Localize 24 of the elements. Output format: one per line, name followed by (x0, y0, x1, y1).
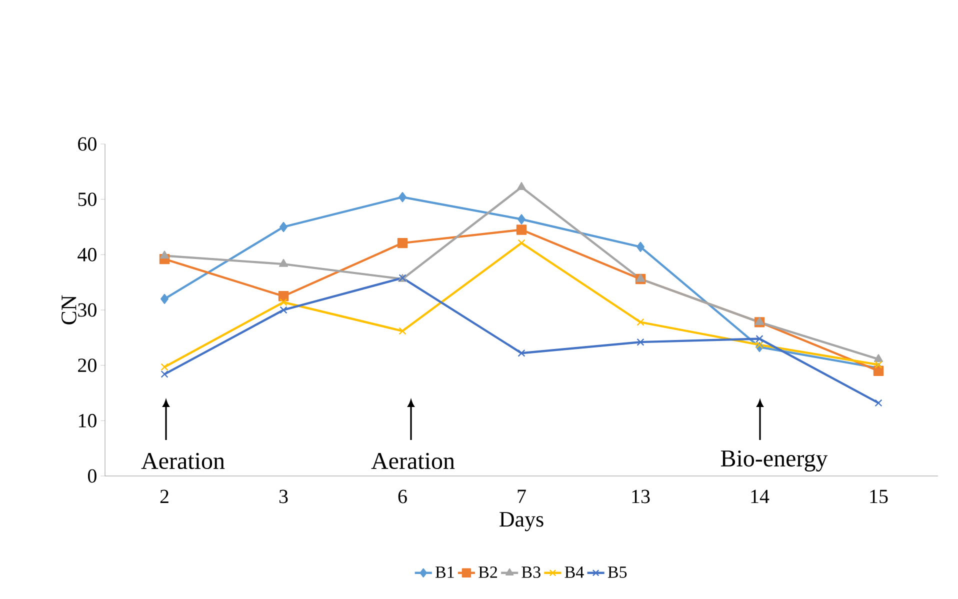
legend-label: B1 (435, 566, 454, 578)
x-tick-label: 3 (279, 490, 288, 504)
y-tick-label: 10 (78, 414, 96, 428)
annotation: Aeration (141, 452, 225, 470)
y-tick-label: 20 (78, 358, 96, 372)
x-axis-title: Days (500, 512, 544, 532)
annotation: Aeration (371, 452, 455, 470)
x-tick-label: 14 (751, 490, 770, 503)
x-tick-label: 2 (160, 490, 168, 504)
y-tick-label: 40 (78, 248, 96, 262)
x-tick-label: 15 (870, 490, 888, 504)
legend-label: B4 (564, 566, 584, 578)
x-tick-label: 6 (398, 490, 407, 504)
legend-label: B5 (608, 566, 627, 578)
legend-label: B2 (478, 566, 498, 578)
y-tick-label: 50 (78, 192, 96, 206)
annotation: Bio-energy (720, 450, 828, 472)
y-tick-label: 30 (78, 303, 96, 317)
legend-label: B3 (522, 566, 540, 578)
y-tick-label: 60 (78, 137, 96, 151)
x-tick-label: 13 (632, 490, 650, 504)
y-tick-label: 0 (88, 469, 96, 483)
y-axis-title: CN (62, 295, 76, 324)
x-tick-label: 7 (518, 490, 526, 503)
